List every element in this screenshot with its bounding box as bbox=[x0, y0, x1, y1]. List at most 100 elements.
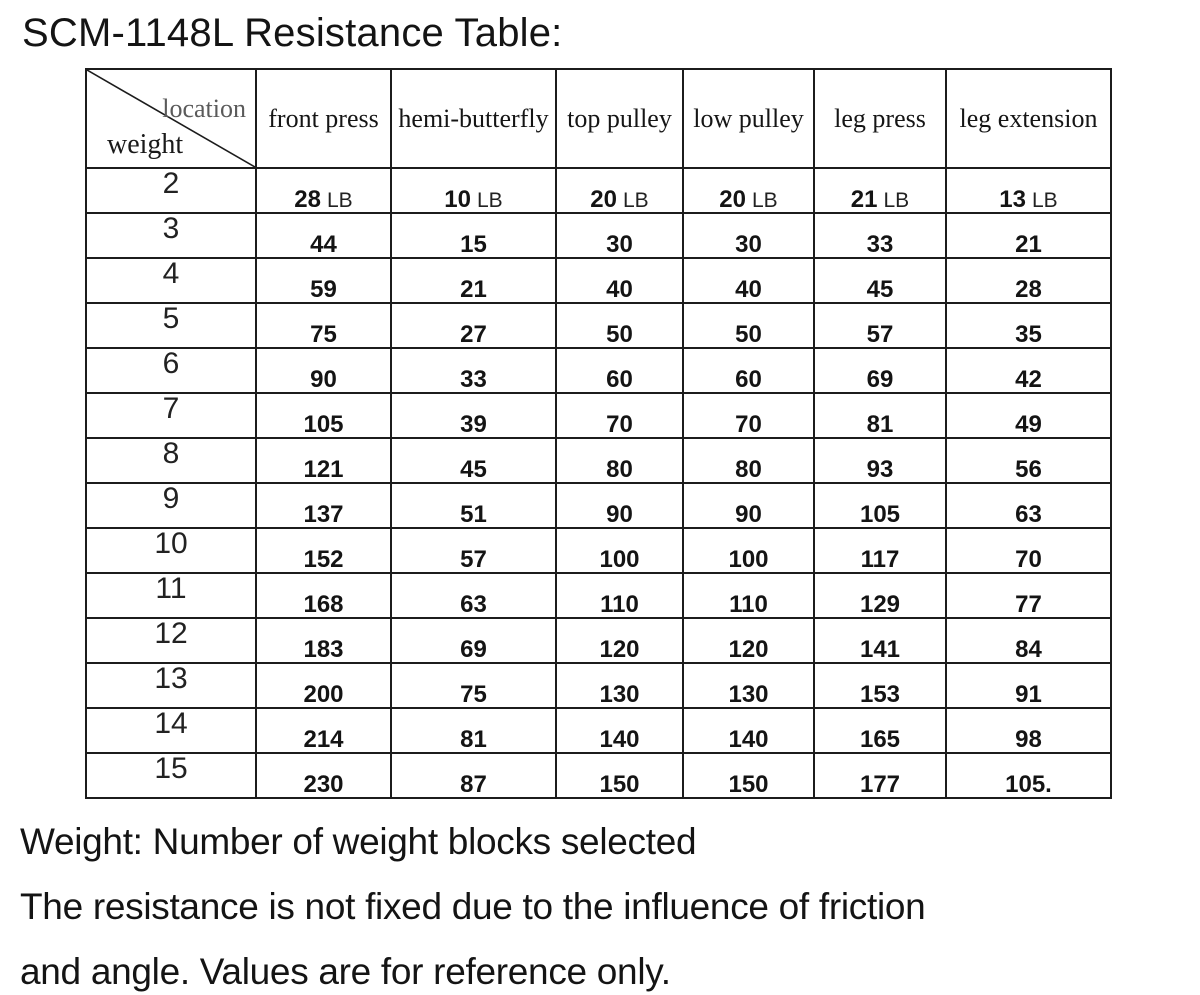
value-cell: 200 bbox=[255, 662, 392, 709]
note-weight-definition: Weight: Number of weight blocks selected bbox=[20, 821, 697, 862]
resistance-value: 75 bbox=[310, 321, 337, 348]
weight-cell: 7 bbox=[85, 392, 257, 439]
value-cell: 42 bbox=[945, 347, 1112, 394]
value-cell: 80 bbox=[555, 437, 684, 484]
footnotes: Weight: Number of weight blocks selected… bbox=[20, 809, 1200, 995]
weight-cell: 15 bbox=[85, 752, 257, 799]
resistance-value: 110 bbox=[729, 591, 768, 618]
corner-label-location: location bbox=[162, 94, 246, 123]
resistance-value: 75 bbox=[460, 681, 487, 708]
resistance-value: 150 bbox=[728, 771, 769, 798]
value-cell: 150 bbox=[682, 752, 815, 799]
resistance-value: 81 bbox=[866, 411, 894, 438]
note-resistance-line2: and angle. Values are for reference only… bbox=[20, 951, 671, 992]
resistance-value: 81 bbox=[460, 726, 487, 753]
column-header-leg-press: leg press bbox=[813, 68, 947, 169]
resistance-value: 93 bbox=[866, 456, 894, 483]
value-cell: 33 bbox=[390, 347, 557, 394]
resistance-value: 214 bbox=[303, 726, 344, 753]
weight-cell: 11 bbox=[85, 572, 257, 619]
column-header-low-pulley: low pulley bbox=[682, 68, 815, 169]
value-cell: 105. bbox=[945, 752, 1112, 799]
value-cell: 50 bbox=[682, 302, 815, 349]
weight-cell: 3 bbox=[85, 212, 257, 259]
resistance-value: 105. bbox=[1005, 771, 1052, 798]
table-row: 5 75 27 50 50 57 35 bbox=[85, 302, 1112, 349]
value-cell: 56 bbox=[945, 437, 1112, 484]
value-cell: 40 bbox=[682, 257, 815, 304]
value-cell: 15 bbox=[390, 212, 557, 259]
resistance-value: 57 bbox=[866, 321, 894, 348]
table-row: 6 90 33 60 60 69 42 bbox=[85, 347, 1112, 394]
value-cell: 35 bbox=[945, 302, 1112, 349]
value-cell: 168 bbox=[255, 572, 392, 619]
value-cell: 27 bbox=[390, 302, 557, 349]
value-cell: 40 bbox=[555, 257, 684, 304]
resistance-value: 105 bbox=[303, 411, 344, 438]
value-cell: 230 bbox=[255, 752, 392, 799]
value-cell: 81 bbox=[813, 392, 947, 439]
resistance-table: location weight front press hemi-butterfl… bbox=[85, 68, 1112, 799]
value-cell: 80 bbox=[682, 437, 815, 484]
resistance-value: 60 bbox=[735, 366, 762, 393]
value-cell: 30 bbox=[555, 212, 684, 259]
resistance-value: 168 bbox=[303, 591, 344, 618]
resistance-value: 152 bbox=[303, 546, 344, 573]
value-cell: 49 bbox=[945, 392, 1112, 439]
value-cell: 63 bbox=[390, 572, 557, 619]
value-cell: 87 bbox=[390, 752, 557, 799]
resistance-value: 33 bbox=[866, 231, 894, 258]
value-cell: 93 bbox=[813, 437, 947, 484]
value-cell: 39 bbox=[390, 392, 557, 439]
resistance-value: 44 bbox=[310, 231, 337, 258]
value-cell: 153 bbox=[813, 662, 947, 709]
weight-cell: 5 bbox=[85, 302, 257, 349]
resistance-value: 45 bbox=[866, 276, 894, 303]
value-cell: 75 bbox=[390, 662, 557, 709]
value-cell: 100 bbox=[682, 527, 815, 574]
resistance-value: 69 bbox=[866, 366, 894, 393]
value-cell: 63 bbox=[945, 482, 1112, 529]
resistance-value: 91 bbox=[1015, 681, 1042, 708]
resistance-value: 33 bbox=[460, 366, 487, 393]
resistance-value: 70 bbox=[735, 411, 762, 438]
value-cell: 28 bbox=[945, 257, 1112, 304]
resistance-value: 100 bbox=[599, 546, 640, 573]
resistance-value: 80 bbox=[606, 456, 633, 483]
value-cell: 21 bbox=[390, 257, 557, 304]
value-cell: 165 bbox=[813, 707, 947, 754]
resistance-value: 20 bbox=[590, 186, 617, 213]
resistance-value: 141 bbox=[859, 636, 901, 663]
resistance-value: 130 bbox=[728, 681, 769, 708]
resistance-value: 117 bbox=[860, 546, 900, 573]
table-row: 13 200 75 130 130 153 91 bbox=[85, 662, 1112, 709]
weight-cell: 2 bbox=[85, 167, 257, 214]
value-cell: 110 bbox=[682, 572, 815, 619]
resistance-value: 129 bbox=[859, 591, 901, 618]
weight-cell: 8 bbox=[85, 437, 257, 484]
column-header-hemi-butterfly: hemi-butterfly bbox=[390, 68, 557, 169]
unit-label: LB bbox=[1032, 189, 1058, 212]
resistance-value: 84 bbox=[1015, 636, 1042, 663]
value-cell: 150 bbox=[555, 752, 684, 799]
value-cell: 21 bbox=[945, 212, 1112, 259]
resistance-value: 69 bbox=[460, 636, 487, 663]
weight-cell: 6 bbox=[85, 347, 257, 394]
resistance-value: 150 bbox=[599, 771, 640, 798]
table-row: 7 105 39 70 70 81 49 bbox=[85, 392, 1112, 439]
value-cell: 60 bbox=[555, 347, 684, 394]
value-cell: 51 bbox=[390, 482, 557, 529]
resistance-value: 21 bbox=[460, 276, 487, 303]
resistance-value: 121 bbox=[303, 456, 344, 483]
value-cell: 69 bbox=[390, 617, 557, 664]
resistance-value: 13 bbox=[999, 186, 1026, 213]
value-cell: 13 LB bbox=[945, 167, 1112, 214]
value-cell: 90 bbox=[682, 482, 815, 529]
resistance-value: 10 bbox=[444, 186, 471, 213]
value-cell: 50 bbox=[555, 302, 684, 349]
resistance-value: 50 bbox=[735, 321, 762, 348]
diagonal-line-icon bbox=[87, 70, 255, 167]
resistance-value: 87 bbox=[460, 771, 487, 798]
value-cell: 183 bbox=[255, 617, 392, 664]
page: SCM-1148L Resistance Table: location wei… bbox=[0, 10, 1200, 995]
